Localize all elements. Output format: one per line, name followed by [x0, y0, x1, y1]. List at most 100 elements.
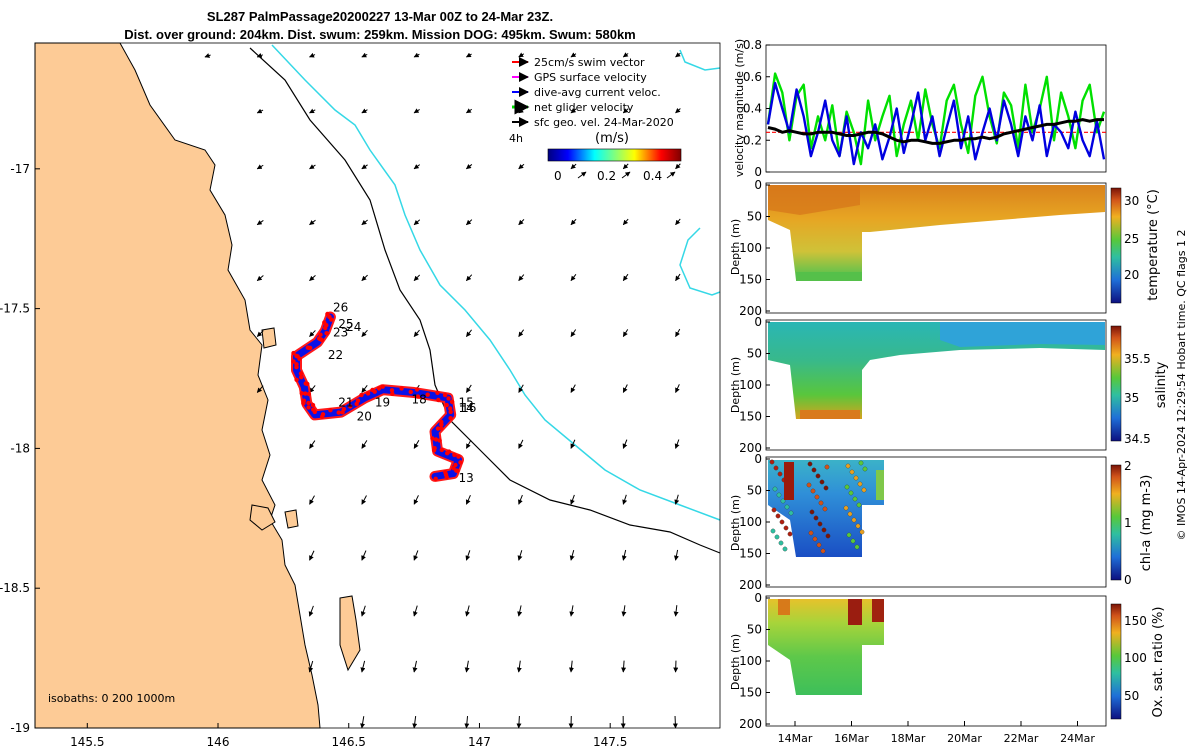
- surface-velocity-arrow: [413, 164, 421, 170]
- oxygen-high-1: [848, 599, 862, 625]
- track-day-label: 25: [338, 317, 353, 331]
- map-y-tick-label: -17: [10, 162, 30, 176]
- velocity-y-tick-label: 0.4: [743, 102, 762, 116]
- legend-gps-velocity: GPS surface velocity: [534, 71, 647, 84]
- surface-velocity-arrow: [308, 605, 314, 617]
- chla-dot: [846, 532, 852, 538]
- track-swim-dot: [436, 397, 441, 403]
- chla-dot: [812, 536, 818, 542]
- map-x-tick-label: 147: [468, 735, 491, 749]
- surface-velocity-arrow: [570, 439, 576, 449]
- surface-velocity-arrow: [516, 660, 522, 673]
- track-day-label: 19: [375, 395, 390, 409]
- depth-tick-label: 200: [739, 441, 762, 455]
- map-x-tick-label: 146.5: [332, 735, 366, 749]
- surface-velocity-arrow: [675, 328, 681, 338]
- track-swim-dot: [445, 451, 450, 456]
- chla-dot: [771, 507, 777, 513]
- surface-velocity-arrow: [465, 52, 472, 58]
- track-swim-dot: [449, 399, 455, 404]
- map-x-tick-label: 147.5: [593, 735, 627, 749]
- surface-velocity-arrow: [361, 385, 368, 393]
- surface-velocity-arrow: [621, 549, 627, 561]
- track-swim-dot: [433, 476, 438, 481]
- velocity-y-tick-label: 0.2: [743, 133, 762, 147]
- chla-dot: [782, 546, 788, 552]
- depth-tick-label: 0: [754, 178, 762, 192]
- track-swim-dot: [456, 454, 461, 459]
- chla-dot: [815, 473, 821, 479]
- chla-dot: [788, 510, 794, 516]
- surface-velocity-arrow: [517, 550, 523, 561]
- surface-velocity-arrow: [518, 52, 525, 58]
- track-swim-dot: [318, 332, 323, 337]
- chla-dot: [843, 505, 849, 511]
- surface-velocity-arrow: [518, 439, 524, 449]
- map-y-tick-label: -17.5: [0, 302, 30, 316]
- isobath-1000m: [271, 44, 721, 521]
- chla-dot: [816, 542, 822, 548]
- surface-velocity-arrow: [309, 274, 316, 282]
- chla-dot: [807, 461, 813, 467]
- track-swim-dot: [435, 426, 441, 431]
- depth-tick-label: 50: [747, 347, 762, 361]
- chla-dot: [853, 475, 859, 481]
- surface-velocity-arrow: [413, 52, 420, 58]
- track-swim-dot: [297, 356, 302, 361]
- track-swim-dot: [448, 409, 453, 415]
- map-y-tick-label: -18: [10, 441, 30, 455]
- oxygen-cb-tick-150: 150: [1124, 614, 1147, 628]
- track-swim-dot: [323, 325, 328, 331]
- chla-dot: [779, 519, 785, 525]
- surface-velocity-arrow: [622, 329, 629, 337]
- track-swim-dot: [370, 387, 375, 393]
- track-swim-dot: [305, 345, 310, 350]
- track-swim-dot: [415, 394, 421, 399]
- surface-velocity-arrow: [675, 384, 680, 393]
- chla-dot: [847, 511, 853, 517]
- surface-velocity-arrow: [466, 164, 473, 170]
- depth-tick-label: 100: [739, 378, 762, 392]
- surface-velocity-arrow: [361, 274, 368, 282]
- island: [261, 327, 277, 349]
- chla-dot: [844, 484, 850, 490]
- velocity-y-tick-label: 0.8: [743, 38, 762, 52]
- surface-velocity-arrow: [622, 494, 628, 505]
- surface-velocity-arrow: [675, 52, 681, 58]
- track-swim-dot: [448, 406, 453, 411]
- surface-velocity-arrow: [256, 275, 264, 282]
- velocity-series-line: [766, 81, 1106, 166]
- track-swim-dot: [380, 384, 385, 389]
- track-day-label: 21: [338, 395, 353, 409]
- track-swim-dot: [328, 408, 333, 413]
- surface-velocity-arrow: [673, 605, 679, 617]
- track-day-label: 13: [459, 471, 474, 485]
- track-swim-dot: [294, 377, 299, 382]
- surface-velocity-arrow: [518, 219, 525, 226]
- track-swim-dot: [294, 364, 299, 370]
- velocity-y-tick-label: 0: [754, 165, 762, 179]
- track-day-label: 23: [333, 326, 348, 340]
- surface-velocity-arrow: [569, 605, 575, 617]
- chla-dot: [848, 490, 854, 496]
- surface-velocity-arrow: [256, 219, 264, 226]
- colorbar-tick-0: 0: [554, 169, 562, 183]
- legend-dive-avg-current: dive-avg current veloc.: [534, 86, 661, 99]
- velocity-y-ticks: 0 0.2 0.4 0.6 0.8: [743, 38, 770, 179]
- chla-colorbar: [1110, 464, 1122, 581]
- surface-velocity-arrow: [465, 605, 470, 617]
- oxygen-high-3: [778, 599, 790, 615]
- speed-colorbar: [547, 148, 682, 162]
- track-swim-dot: [448, 416, 453, 421]
- track-swim-dot: [291, 350, 296, 356]
- colorbar-tick-1: 0.2: [597, 169, 616, 183]
- chla-colorbar-label: chl-a (mg m-3): [1139, 475, 1154, 572]
- chla-dot: [861, 487, 867, 493]
- chla-mid-patch: [876, 470, 884, 500]
- chla-dot: [809, 509, 815, 515]
- chla-dot: [822, 506, 828, 512]
- temperature-cb-tick-25: 25: [1124, 232, 1139, 246]
- surface-velocity-arrow: [309, 108, 316, 114]
- surface-velocity-arrow: [360, 605, 366, 617]
- surface-velocity-arrow: [256, 385, 264, 393]
